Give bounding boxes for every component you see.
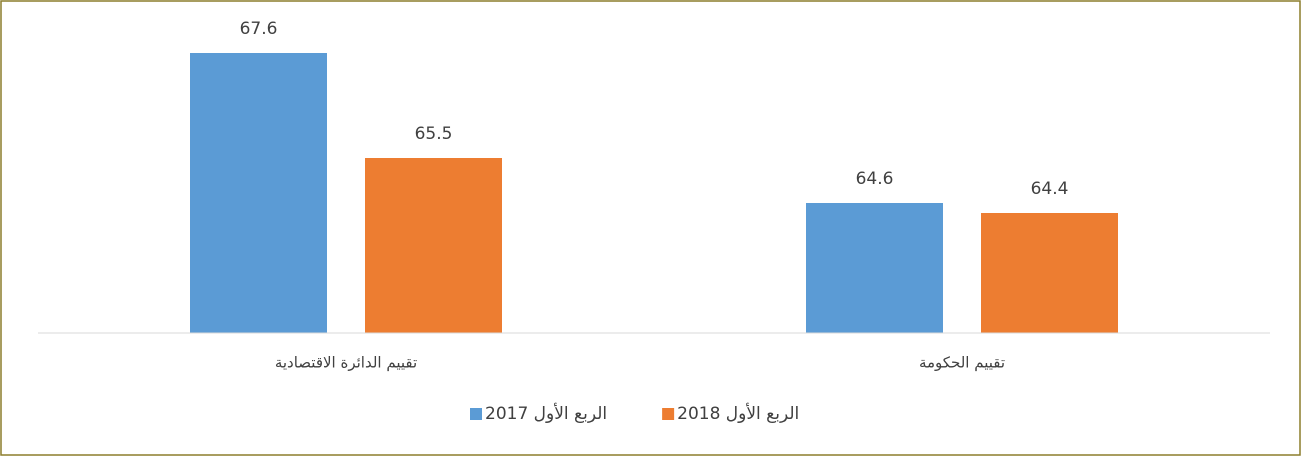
legend-label: الربع الأول 2017 xyxy=(485,403,607,424)
legend-swatch xyxy=(662,408,675,420)
data-label: 64.6 xyxy=(856,169,894,189)
x-tick-label: تقييم الدائرة الاقتصادية xyxy=(275,354,417,372)
x-tick-label: تقييم الحكومة xyxy=(919,354,1005,372)
data-label: 67.6 xyxy=(240,19,278,39)
legend-label: الربع الأول 2018 xyxy=(677,403,799,424)
bar xyxy=(981,213,1118,333)
bar xyxy=(365,158,502,333)
data-label: 65.5 xyxy=(415,124,453,144)
data-label: 64.4 xyxy=(1031,179,1069,199)
bar xyxy=(190,53,327,333)
legend-swatch xyxy=(470,408,482,420)
bar xyxy=(806,203,943,333)
